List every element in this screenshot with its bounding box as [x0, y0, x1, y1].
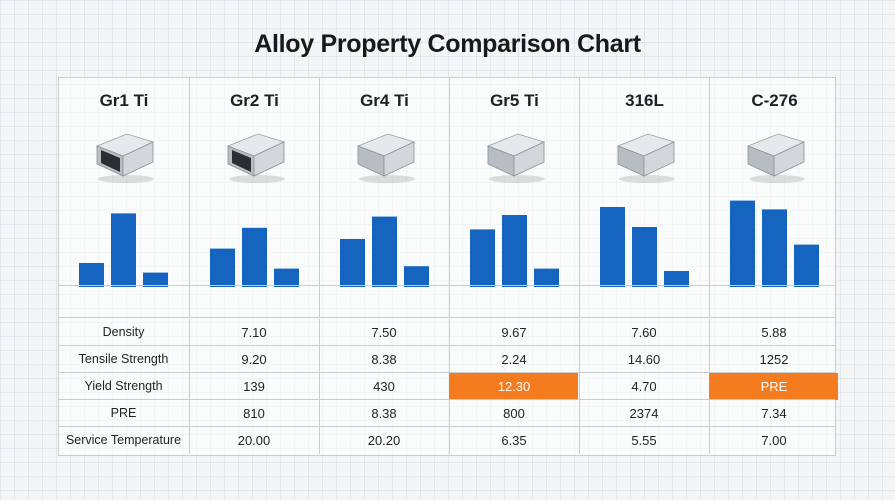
chart-title: Alloy Property Comparison Chart: [254, 30, 641, 58]
chart-bar: [404, 266, 429, 287]
material-column: Gr1 Ti: [59, 78, 189, 318]
chart-bar: [762, 209, 787, 287]
material-column: Gr4 Ti: [319, 78, 449, 318]
chart-bar: [210, 248, 235, 287]
chart-bar: [470, 229, 495, 287]
table-cell: 7.60: [579, 319, 708, 346]
table-cell: 2.24: [449, 346, 578, 373]
table-cell: PRE: [709, 373, 838, 400]
chart-bar: [274, 268, 299, 287]
hollow-tube-icon: [220, 124, 290, 184]
table-cell: 7.50: [319, 319, 448, 346]
row-divider: [59, 426, 835, 427]
row-label: Density: [102, 325, 145, 339]
table-cell: 7.00: [709, 427, 838, 454]
table-cell: 7.34: [709, 400, 838, 427]
table-cell: 7.10: [189, 319, 318, 346]
table-row: PRE 810 8.38 800 2374 7.34: [59, 400, 835, 427]
row-label: Tensile Strength: [78, 352, 169, 366]
metal-block-icon: [740, 124, 810, 184]
material-name: C-276: [751, 91, 798, 110]
chart-bar: [502, 215, 527, 287]
table-cell: 6.35: [449, 427, 578, 454]
chart-bar: [632, 227, 657, 287]
chart-bar: [534, 268, 559, 287]
mini-bar-chart: [210, 227, 299, 287]
chart-bar: [79, 263, 104, 287]
material-column: 316L: [579, 78, 709, 318]
metal-block-icon: [610, 124, 680, 184]
divider: [59, 317, 835, 318]
chart-bar: [242, 227, 267, 287]
row-divider: [59, 399, 835, 400]
mini-bar-chart: [470, 215, 559, 287]
chart-bar: [372, 216, 397, 287]
row-label: Service Temperature: [65, 433, 182, 447]
row-divider: [59, 345, 835, 346]
table-row: Density 7.10 7.50 9.67 7.60 5.88: [59, 319, 835, 346]
table-cell: 8.38: [319, 400, 448, 427]
material-name: Gr5 Ti: [490, 91, 539, 110]
divider: [59, 285, 835, 286]
mini-bar-chart: [79, 213, 168, 287]
material-column: C-276: [709, 78, 839, 318]
table-cell: 8.38: [319, 346, 448, 373]
mini-bar-chart: [340, 216, 429, 287]
material-name: Gr4 Ti: [360, 91, 409, 110]
material-column: Gr2 Ti: [189, 78, 319, 318]
table-cell: 9.67: [449, 319, 578, 346]
chart-bar: [730, 200, 755, 287]
table-cell: 9.20: [189, 346, 318, 373]
table-cell: 2374: [579, 400, 708, 427]
chart-bar: [143, 272, 168, 287]
row-label: PRE: [110, 406, 137, 420]
hollow-tube-icon: [89, 124, 159, 184]
metal-block-icon: [350, 124, 420, 184]
material-name: Gr1 Ti: [99, 91, 149, 110]
table-cell: 430: [319, 373, 448, 400]
chart-bar: [340, 239, 365, 287]
table-cell: 4.70: [579, 373, 708, 400]
table-cell: 810: [189, 400, 318, 427]
material-name: Gr2 Ti: [230, 91, 279, 110]
material-name: 316L: [625, 91, 664, 110]
table-cell: 800: [449, 400, 578, 427]
row-divider: [59, 372, 835, 373]
table-cell: 139: [189, 373, 318, 400]
table-cell: 5.55: [579, 427, 708, 454]
table-cell: 14.60: [579, 346, 708, 373]
table-cell: 20.00: [189, 427, 318, 454]
comparison-table: Gr1 Ti Gr2 Ti Gr4 Ti Gr5 Ti 316L C-276 Densit…: [58, 77, 839, 456]
mini-bar-chart: [730, 200, 819, 287]
mini-bar-chart: [600, 207, 689, 287]
table-row: Tensile Strength 9.20 8.38 2.24 14.60 1252: [59, 346, 835, 373]
chart-bar: [794, 244, 819, 287]
material-column: Gr5 Ti: [449, 78, 579, 318]
table-cell: 1252: [709, 346, 838, 373]
metal-block-icon: [480, 124, 550, 184]
table-cell: 12.30: [449, 373, 578, 400]
table-cell: 20.20: [319, 427, 448, 454]
table-cell: 5.88: [709, 319, 838, 346]
table-row: Yield Strength 139 430 12.30 4.70 PRE: [59, 373, 838, 400]
table-row: Service Temperature 20.00 20.20 6.35 5.55 7.0…: [59, 427, 835, 454]
chart-bar: [600, 207, 625, 287]
chart-bar: [111, 213, 136, 287]
chart-bar: [664, 271, 689, 287]
row-label: Yield Strength: [84, 379, 163, 393]
